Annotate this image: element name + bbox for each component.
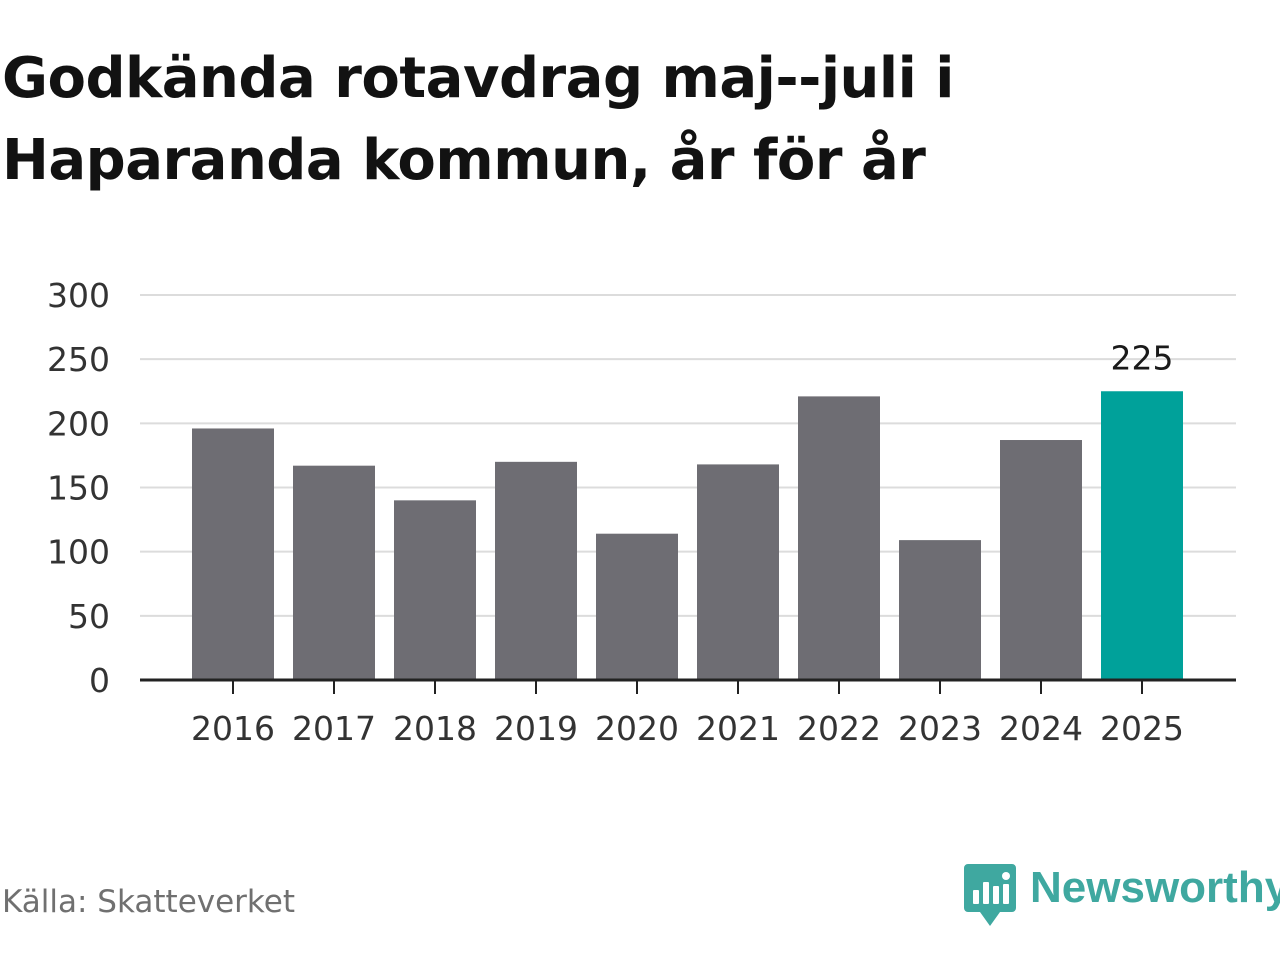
bar-2024 [1000,440,1082,680]
data-labels: 225 [1111,338,1174,377]
x-tick-label: 2022 [797,709,881,748]
y-tick-label: 300 [47,276,110,315]
y-tick-label: 50 [68,597,110,636]
data-label: 225 [1111,338,1174,377]
bar-2020 [596,533,678,680]
y-tick-label: 100 [47,533,110,572]
bars [192,391,1183,680]
bar-2016 [192,428,274,680]
x-tick-label: 2021 [696,709,780,748]
x-tick-label: 2024 [999,709,1083,748]
bar-2019 [495,461,577,680]
source-note: Källa: Skatteverket [2,884,296,920]
x-tick-label: 2020 [595,709,679,748]
bar-2018 [394,500,476,680]
x-tick-label: 2017 [292,709,376,748]
bar-2022 [798,396,880,680]
newsworthy-logo-icon [964,864,1016,926]
brand-logo: Newsworthy [964,862,1280,928]
brand-name: Newsworthy [1030,863,1280,912]
y-tick-label: 150 [47,469,110,508]
x-axis-ticks: 2016 2017 2018 2019 2020 2021 2022 2023 2024 2025 [191,680,1184,748]
x-tick-label: 2018 [393,709,477,748]
x-tick-label: 2019 [494,709,578,748]
bar-2025 [1101,391,1183,680]
x-tick-label: 2025 [1100,709,1184,748]
bar-2021 [697,464,779,680]
bar-2017 [293,465,375,680]
bar-2023 [899,540,981,680]
y-tick-label: 200 [47,404,110,443]
y-tick-label: 250 [47,340,110,379]
chart-title: Godkända rotavdrag maj--juli i Haparanda… [2,46,954,193]
x-tick-label: 2016 [191,709,275,748]
x-tick-label: 2023 [898,709,982,748]
y-axis-ticks: 0 50 100 150 200 250 300 [47,276,110,700]
y-tick-label: 0 [89,661,110,700]
